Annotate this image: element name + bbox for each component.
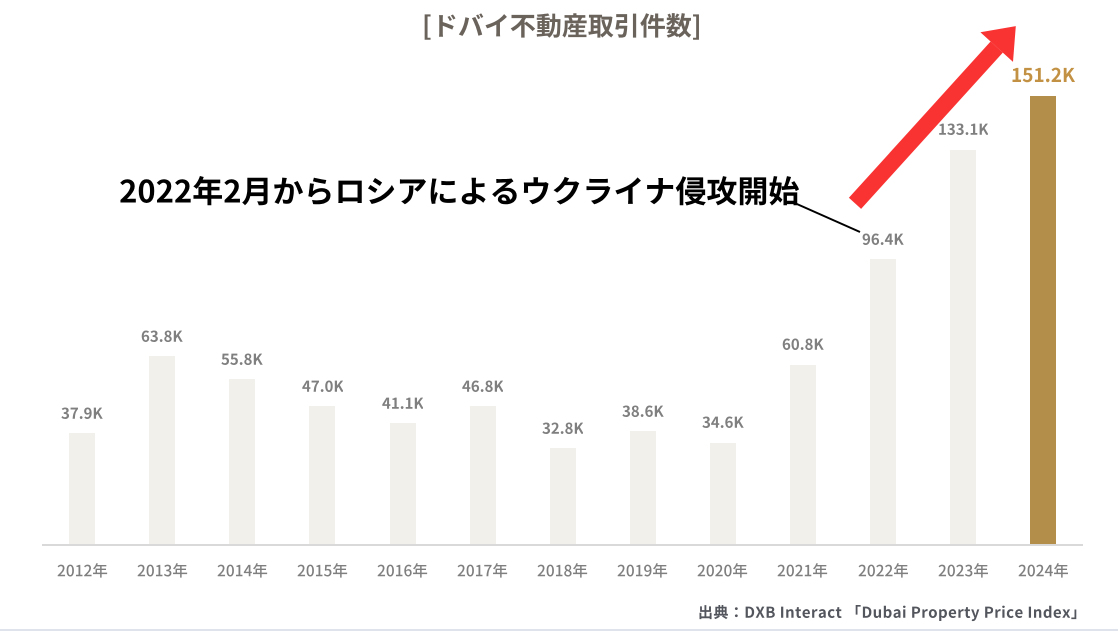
x-axis-label-2017: 2017年 bbox=[457, 564, 507, 580]
bar-2023 bbox=[949, 149, 976, 546]
x-axis-label-2015: 2015年 bbox=[297, 564, 347, 580]
value-label-2012: 37.9K bbox=[61, 407, 100, 422]
bar-2024 bbox=[1030, 95, 1056, 546]
value-label-2016: 41.1K bbox=[382, 397, 421, 412]
x-axis-label-2023: 2023年 bbox=[938, 564, 988, 580]
bar-2017 bbox=[469, 406, 496, 546]
bar-2012 bbox=[69, 432, 96, 546]
bar-2015 bbox=[309, 405, 336, 546]
x-axis-label-2021: 2021年 bbox=[777, 564, 827, 580]
annotation: 2022年2月からロシアによるウクライナ侵攻開始 bbox=[119, 179, 793, 210]
slide-bottom-border bbox=[0, 629, 1118, 631]
x-axis-line bbox=[42, 544, 1083, 546]
x-axis-label-2020: 2020年 bbox=[697, 564, 747, 580]
growth-arrow bbox=[848, 26, 1016, 209]
value-label-2020: 34.6K bbox=[702, 417, 741, 432]
value-label-2014: 55.8K bbox=[221, 354, 260, 369]
x-axis-label-2018: 2018年 bbox=[537, 564, 587, 580]
x-axis-label-2024: 2024年 bbox=[1018, 564, 1068, 580]
bar-2020 bbox=[709, 442, 736, 546]
source: 出典：DXB Interact 「Dubai Property Price In… bbox=[698, 607, 1041, 622]
bar-2019 bbox=[629, 430, 656, 546]
value-label-2019: 38.6K bbox=[622, 405, 661, 420]
value-label-2018: 32.8K bbox=[542, 422, 581, 437]
bar-2014 bbox=[229, 379, 256, 546]
bar-2022 bbox=[869, 258, 896, 546]
bar-2013 bbox=[149, 355, 176, 546]
value-label-2017: 46.8K bbox=[462, 380, 501, 395]
x-axis-label-2014: 2014年 bbox=[217, 564, 267, 580]
x-axis-label-2019: 2019年 bbox=[617, 564, 667, 580]
bar-2018 bbox=[549, 447, 576, 546]
x-axis-label-2016: 2016年 bbox=[377, 564, 427, 580]
x-axis-label-2013: 2013年 bbox=[137, 564, 187, 580]
annotation-callout-line bbox=[793, 201, 861, 233]
value-label-2013: 63.8K bbox=[141, 330, 180, 345]
x-axis-label-2012: 2012年 bbox=[57, 564, 107, 580]
bar-2016 bbox=[389, 423, 416, 546]
title: [ドバイ不動産取引件数] bbox=[422, 15, 696, 41]
value-label-2015: 47.0K bbox=[302, 380, 341, 395]
x-axis-label-2022: 2022年 bbox=[858, 564, 908, 580]
bar-2021 bbox=[789, 364, 816, 546]
value-label-2021: 60.8K bbox=[782, 339, 821, 354]
